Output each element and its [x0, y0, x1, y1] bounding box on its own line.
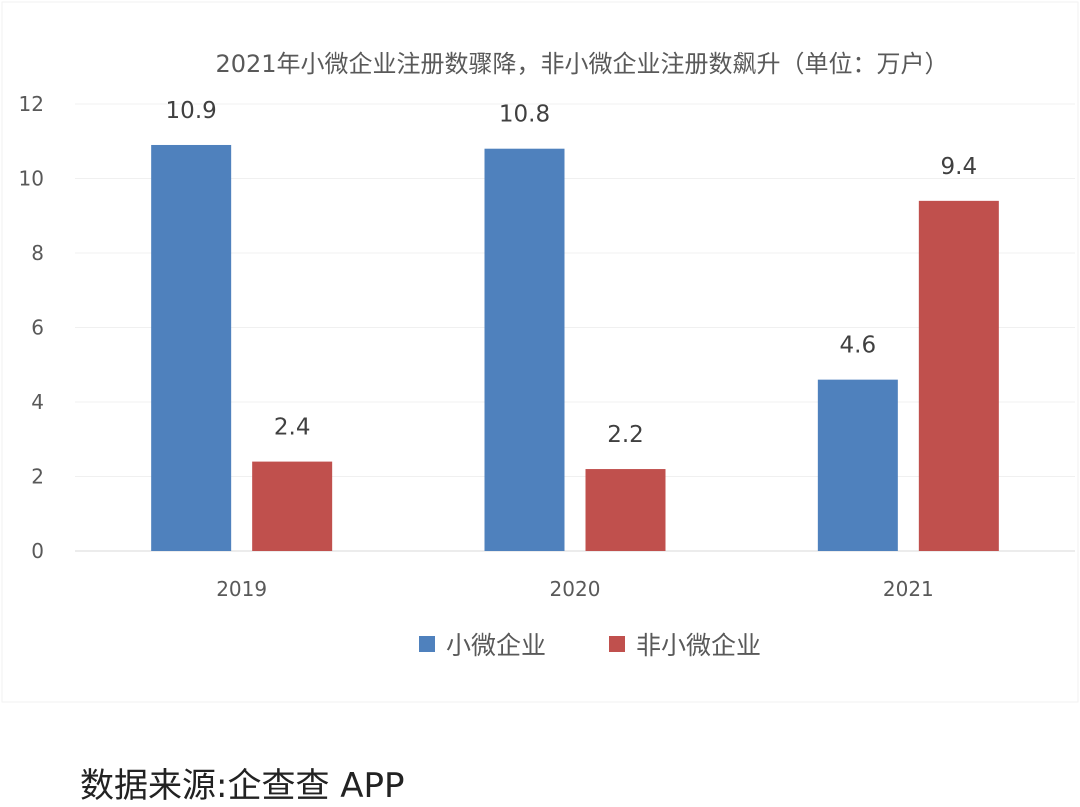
bar-2019-series-0: [151, 144, 232, 551]
x-tick-label: 2020: [550, 577, 601, 601]
x-tick-label: 2019: [216, 577, 267, 601]
bar-2019-series-1: [252, 461, 333, 551]
bar-2020-series-0: [484, 148, 565, 551]
y-tick-label: 10: [19, 167, 44, 191]
bar-chart: 2021年小微企业注册数骤降，非小微企业注册数飙升（单位：万户） 0 2 4 6 8 10…: [1, 1, 1079, 703]
bar-2020-series-1: [585, 469, 666, 551]
data-labels: 10.9 2.4 10.8 2.2 4.6 9.4: [166, 98, 978, 448]
x-axis: 2019 2020 2021: [216, 577, 934, 601]
data-label: 2.4: [274, 415, 311, 441]
data-label: 4.6: [840, 333, 877, 359]
chart-title: 2021年小微企业注册数骤降，非小微企业注册数飙升（单位：万户）: [215, 50, 948, 78]
legend-swatch: [609, 636, 625, 652]
y-axis: 0 2 4 6 8 10 12: [19, 92, 44, 563]
y-tick-label: 2: [31, 465, 44, 489]
data-label: 10.9: [166, 98, 217, 124]
gridlines: [75, 103, 1075, 552]
y-tick-label: 8: [31, 241, 44, 265]
legend-label: 非小微企业: [636, 631, 761, 660]
legend-label: 小微企业: [446, 631, 546, 660]
data-label: 10.8: [499, 102, 550, 128]
x-tick-label: 2021: [883, 577, 934, 601]
y-tick-label: 4: [31, 390, 44, 414]
bars: [151, 144, 999, 551]
data-label: 9.4: [941, 154, 978, 180]
y-tick-label: 6: [31, 316, 44, 340]
data-source-note: 数据来源:企查查 APP: [80, 766, 405, 806]
bar-2021-series-1: [918, 200, 999, 551]
legend-swatch: [419, 636, 435, 652]
y-tick-label: 0: [31, 539, 44, 563]
bar-2021-series-0: [817, 379, 898, 551]
data-label: 2.2: [607, 422, 644, 448]
y-tick-label: 12: [19, 92, 44, 116]
legend: 小微企业 非小微企业: [419, 631, 761, 660]
